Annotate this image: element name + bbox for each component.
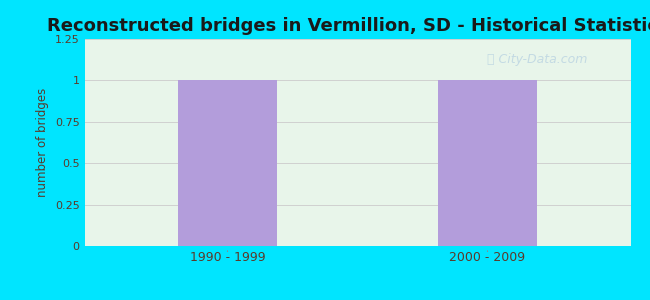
Title: Reconstructed bridges in Vermillion, SD - Historical Statistics: Reconstructed bridges in Vermillion, SD … xyxy=(47,17,650,35)
Bar xyxy=(178,80,277,246)
Y-axis label: number of bridges: number of bridges xyxy=(36,88,49,197)
Text: ⓘ City-Data.com: ⓘ City-Data.com xyxy=(488,53,588,66)
Bar xyxy=(438,80,537,246)
